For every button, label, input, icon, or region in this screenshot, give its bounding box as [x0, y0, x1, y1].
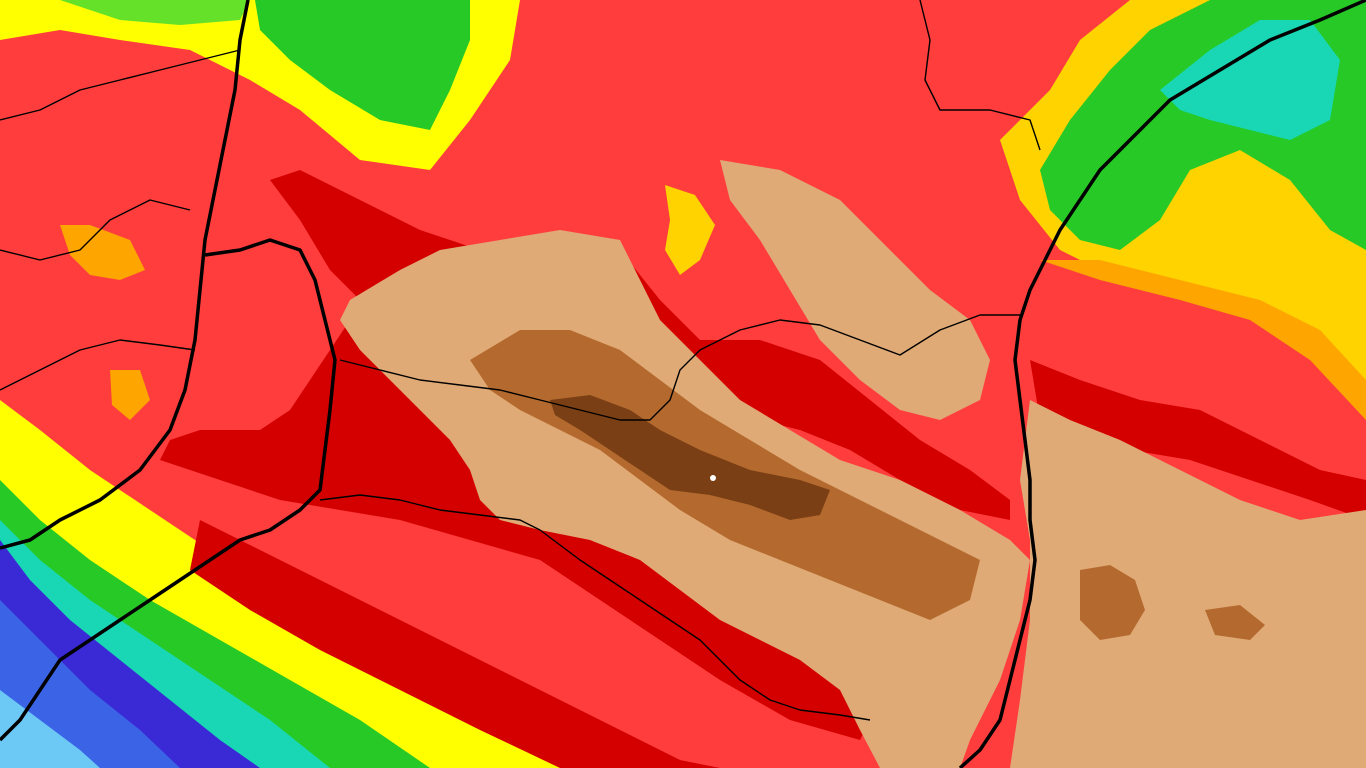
station-marker: [710, 475, 716, 481]
darkbrown-zone-core: [550, 395, 830, 520]
municipal-border-5: [0, 339, 196, 391]
orange-zone-northeast: [1040, 260, 1366, 420]
yellow-patch-central: [665, 185, 715, 275]
teal-zone-northeast: [1160, 20, 1340, 140]
tan-zone-east: [1010, 400, 1366, 768]
darkred-zone-east: [1030, 360, 1366, 520]
municipal-border-2: [319, 494, 871, 721]
municipal-border-3: [0, 49, 241, 121]
darkred-zone-south: [190, 520, 720, 768]
tan-zone-north: [720, 160, 990, 420]
state-border-west: [0, 0, 250, 550]
brown-zone-east-small: [1205, 605, 1265, 640]
municipal-border-6: [919, 0, 1041, 151]
orange-patch-west-2: [110, 370, 150, 420]
brown-zone-east: [1080, 565, 1145, 640]
municipal-border-1: [339, 314, 1020, 421]
coastline-east: [958, 0, 1366, 768]
green-zone-north: [255, 0, 470, 130]
municipal-border-4: [0, 199, 191, 261]
lightgreen-zone-north: [60, 0, 250, 25]
state-border-central: [0, 238, 337, 742]
orange-patch-west: [60, 225, 145, 280]
